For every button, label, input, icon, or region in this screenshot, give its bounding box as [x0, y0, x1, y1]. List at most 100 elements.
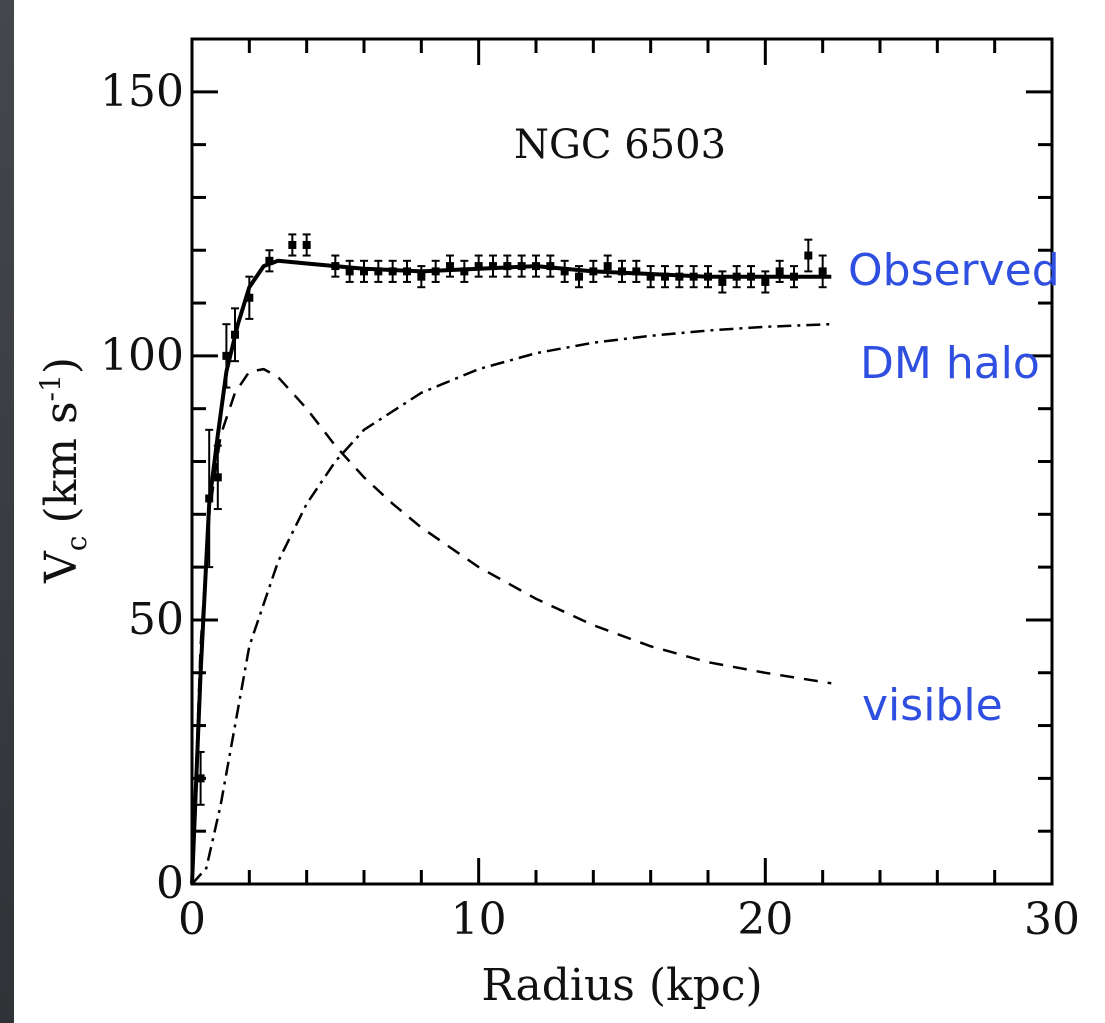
observed-point — [460, 259, 469, 283]
data-point-marker — [245, 293, 254, 302]
observed-point — [331, 254, 340, 278]
y-axis-subscript: c — [60, 536, 93, 552]
data-point-marker — [222, 351, 231, 360]
data-point-marker — [474, 262, 483, 271]
observed-point — [632, 259, 641, 283]
data-point-marker — [718, 277, 727, 286]
observed-point — [575, 265, 583, 289]
observed-point — [374, 259, 383, 283]
observed-point — [388, 259, 397, 283]
data-point-marker — [560, 267, 569, 276]
observed-point — [618, 259, 626, 283]
observed-point — [790, 265, 798, 289]
observed-point — [446, 254, 454, 278]
data-point-marker — [205, 494, 214, 503]
data-point-marker — [790, 272, 798, 281]
y-axis-unit-close: ) — [36, 357, 87, 374]
annotation-visible: visible — [862, 680, 1003, 731]
data-point-marker — [804, 251, 813, 260]
observed-point — [205, 428, 214, 569]
observed-point — [503, 254, 512, 278]
data-point-marker — [818, 267, 827, 276]
data-point-marker — [704, 272, 712, 281]
observed-point — [431, 259, 440, 283]
chart-title: NGC 6503 — [514, 122, 726, 168]
observed-point — [360, 259, 368, 283]
data-point-marker — [431, 267, 440, 276]
observed-point — [675, 265, 684, 289]
data-point-marker — [575, 272, 583, 281]
observed-point — [661, 265, 669, 289]
data-point-marker — [632, 267, 641, 276]
observed-point — [560, 259, 569, 283]
observed-point — [288, 233, 297, 257]
x-tick-label-30: 30 — [1024, 894, 1080, 945]
observed-point — [231, 307, 239, 363]
data-point-marker — [213, 473, 222, 482]
data-point-marker — [732, 272, 741, 281]
series-solid-line — [190, 258, 832, 885]
observed-point — [417, 265, 426, 289]
data-point-marker — [360, 267, 368, 276]
observed-point — [646, 265, 655, 289]
data-point-marker — [446, 262, 454, 271]
observed-point — [761, 270, 770, 294]
observed-point — [589, 259, 598, 283]
observed-point — [213, 444, 222, 511]
data-point-marker — [747, 272, 755, 281]
data-point-marker — [675, 272, 684, 281]
x-tick-label-20: 20 — [737, 894, 793, 945]
series-curves — [190, 258, 832, 885]
data-point-marker — [196, 774, 205, 783]
observed-point — [804, 238, 813, 273]
x-tick-label-0: 0 — [178, 894, 206, 945]
observed-point — [704, 265, 712, 289]
data-point-marker — [761, 277, 770, 286]
y-axis-superscript: -1 — [34, 374, 67, 401]
observed-point — [196, 750, 205, 806]
observed-point — [517, 254, 526, 278]
data-point-marker — [231, 330, 239, 339]
y-tick-label-50: 50 — [128, 594, 184, 645]
data-point-marker — [265, 256, 274, 265]
y-tick-label-0: 0 — [156, 858, 184, 909]
observed-point — [265, 249, 274, 273]
observed-point — [689, 265, 698, 289]
observed-point — [732, 265, 741, 289]
observed-point — [546, 254, 555, 278]
observed-point — [245, 275, 254, 320]
data-point-marker — [503, 262, 512, 271]
observed-point — [302, 233, 311, 257]
data-point-marker — [646, 272, 655, 281]
annotation-dm-halo: DM halo — [860, 338, 1040, 389]
observed-point — [222, 323, 231, 389]
observed-point — [474, 254, 483, 278]
x-tick-label-10: 10 — [451, 894, 507, 945]
data-point-marker — [618, 267, 626, 276]
plot-frame — [190, 37, 1054, 886]
y-axis-symbol: V — [36, 550, 87, 584]
data-point-marker — [460, 267, 469, 276]
data-point-marker — [417, 272, 426, 281]
observed-point — [532, 254, 540, 278]
data-point-marker — [517, 262, 526, 271]
data-point-marker — [489, 262, 497, 271]
y-axis-unit: (km s — [36, 401, 87, 523]
y-tick-label-150: 150 — [100, 66, 184, 117]
data-point-marker — [603, 262, 612, 271]
data-point-marker — [532, 262, 540, 271]
data-point-marker — [302, 240, 311, 249]
data-point-marker — [546, 262, 555, 271]
observed-point — [489, 254, 497, 278]
observed-point — [775, 259, 784, 283]
observed-point — [345, 259, 354, 283]
observed-point — [403, 259, 411, 283]
x-axis-title: Radius (kpc) — [481, 960, 762, 1011]
data-point-marker — [589, 267, 598, 276]
data-point-marker — [374, 267, 383, 276]
data-point-marker — [345, 267, 354, 276]
y-axis-title: Vc (km s-1) — [34, 357, 93, 584]
data-point-marker — [775, 267, 784, 276]
series-dashed-line — [190, 367, 832, 885]
